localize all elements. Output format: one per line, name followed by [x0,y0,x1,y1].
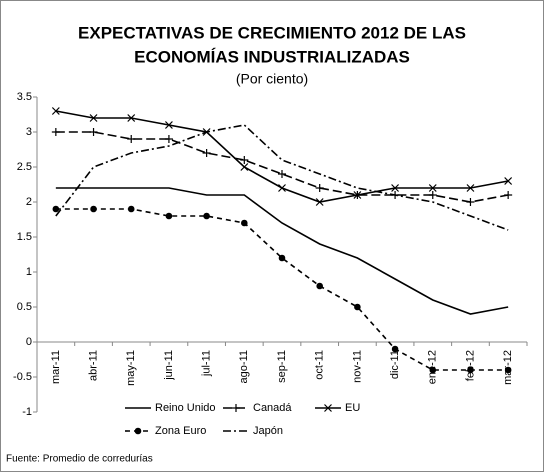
legend-label: Japón [253,425,283,437]
y-tick-label: 3 [26,126,32,138]
marker [504,177,513,185]
source-note: Fuente: Promedio de corredurías [6,454,153,465]
marker [466,198,475,206]
marker [467,366,474,374]
marker [324,404,332,412]
x-tick-label: jun-11 [163,350,175,381]
x-tick-label: dic-11 [389,350,401,379]
x-tick-label: sep-11 [276,350,288,383]
series-line [55,124,509,231]
x-tick-label: nov-11 [351,350,363,383]
series-line [55,187,509,315]
x-tick-label: oct-11 [314,350,326,380]
marker [203,212,210,220]
x-tick-label: ago-11 [238,350,250,383]
marker [278,184,286,192]
marker [51,107,60,115]
marker [240,163,249,171]
marker [466,184,475,192]
marker [428,184,437,192]
legend-label: EU [345,402,360,414]
marker [134,427,142,435]
x-tick-label: abr-11 [87,350,99,381]
y-tick-label: 2 [26,196,32,208]
y-tick-label: 1 [26,266,32,278]
marker [89,128,98,136]
x-tick-label: jul-11 [201,350,213,377]
x-tick-label: feb-12 [464,350,476,381]
x-tick-label: mar-11 [50,350,62,384]
marker [278,170,286,178]
y-tick-label: -0.5 [13,371,32,383]
marker [315,184,324,192]
marker [127,135,136,143]
y-tick-label: 1.5 [17,231,32,243]
chart-title: ECONOMÍAS INDUSTRIALIZADAS [134,47,410,66]
marker [316,282,323,290]
marker [504,366,512,374]
x-tick-label: may-11 [125,350,137,386]
y-tick-label: -1 [22,406,32,418]
y-tick-label: 0.5 [17,301,32,313]
marker [428,191,437,199]
marker [429,366,437,374]
marker [278,254,286,262]
marker [391,184,400,192]
y-tick-label: 2.5 [17,161,32,173]
chart-subtitle: (Por ciento) [236,71,308,87]
legend-label: Canadá [253,402,292,414]
marker [232,404,240,412]
marker [52,205,60,213]
legend-label: Reino Unido [155,402,216,414]
marker [353,191,362,199]
marker [315,198,324,206]
chart-title: EXPECTATIVAS DE CRECIMIENTO 2012 DE LAS [78,23,466,42]
legend-label: Zona Euro [155,425,206,437]
marker [164,135,173,143]
marker [165,212,173,220]
marker [164,121,173,129]
marker [241,219,248,227]
marker [504,191,513,199]
marker [240,156,249,164]
y-tick-label: 0 [26,336,32,348]
marker [354,303,361,311]
y-tick-label: 3.5 [17,91,32,103]
marker [202,149,211,157]
marker [51,128,60,136]
marker [391,345,399,353]
marker [90,205,97,213]
marker [127,114,136,122]
marker [89,114,98,122]
marker [127,205,135,213]
